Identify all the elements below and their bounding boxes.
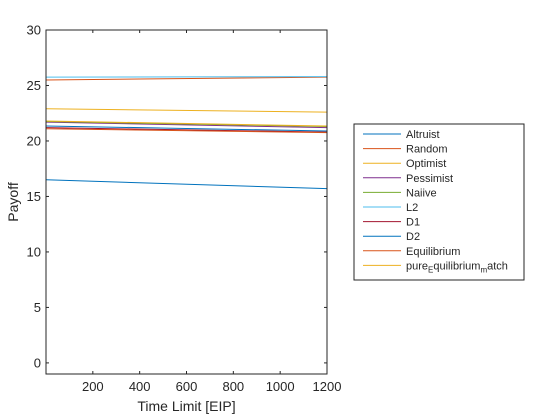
x-tick-label: 400 [129,379,151,394]
y-tick-label: 15 [27,189,41,204]
y-tick-label: 0 [34,355,41,370]
legend: Altruist Random Optimist Pessimist Naiive L2 D… [353,123,525,281]
plot-area: 200 400 600 800 1000 1200 0 5 10 15 20 25 30 [27,23,342,395]
legend-label: Pessimist [406,173,453,185]
series-line-6 [45,76,328,78]
series-line-10 [45,120,328,127]
x-tick-label: 800 [222,379,244,394]
y-tick-label: 20 [27,133,41,148]
legend-label: Equilibrium [406,246,460,258]
x-tick-label: 200 [82,379,104,394]
series-line-1 [45,179,328,190]
y-axis-label: Payoff [5,182,21,222]
legend-label: Optimist [406,158,446,170]
x-axis-ticks: 200 400 600 800 1000 1200 [82,30,341,394]
series-line-5 [45,121,328,128]
legend-label: pureEquilibriummatch [406,260,508,274]
series-line-7 [45,127,328,133]
x-axis-label: Time Limit [EIP] [137,398,235,414]
y-axis-ticks: 0 5 10 15 20 25 30 [27,23,327,370]
y-tick-label: 30 [27,23,41,38]
series-line-2 [45,76,328,81]
x-tick-label: 600 [176,379,198,394]
legend-label: Altruist [406,129,440,141]
series-line-8 [45,125,328,132]
series-line-9 [45,128,328,134]
plot-background [46,30,327,374]
y-tick-label: 10 [27,244,41,259]
legend-label: L2 [406,202,418,214]
x-tick-label: 1000 [266,379,295,394]
series-lines [45,76,328,190]
legend-label: Naiive [406,187,437,199]
y-tick-label: 25 [27,78,41,93]
x-tick-label: 1200 [313,379,342,394]
legend-items: Altruist Random Optimist Pessimist Naiive L2 D… [363,129,508,274]
legend-box [353,123,525,281]
legend-label: D2 [406,231,420,243]
series-line-3 [45,108,328,113]
y-tick-label: 5 [34,300,41,315]
legend-label: D1 [406,217,420,229]
series-line-4 [45,121,328,129]
legend-label: Random [406,144,448,156]
